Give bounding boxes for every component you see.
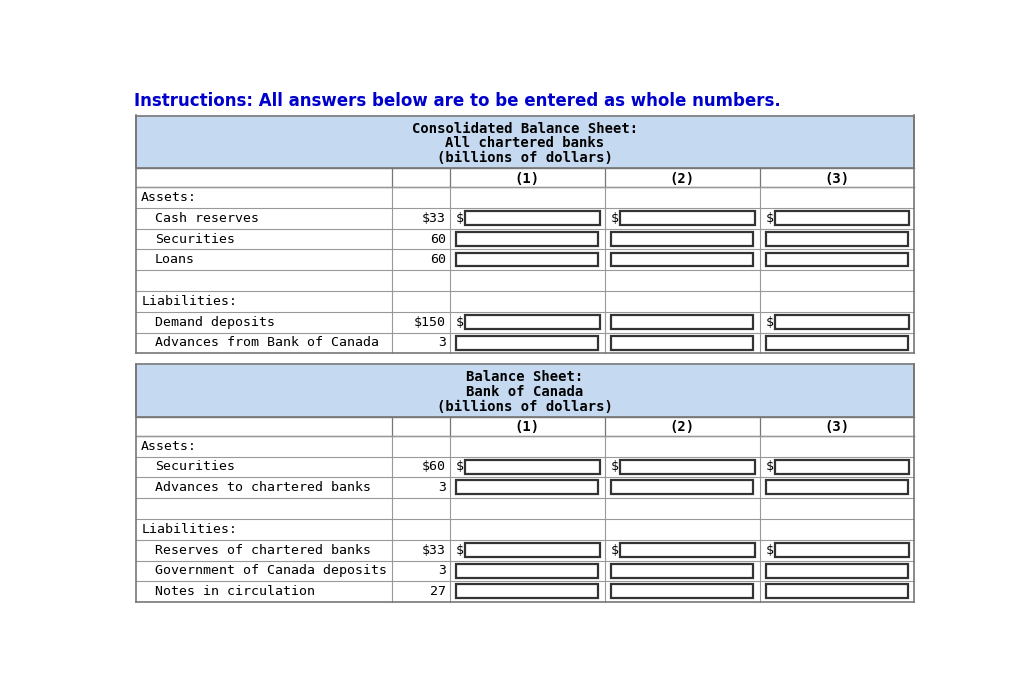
Text: $150: $150 <box>414 316 445 328</box>
Text: Cash reserves: Cash reserves <box>155 212 259 225</box>
Text: Reserves of chartered banks: Reserves of chartered banks <box>155 543 371 556</box>
Text: $: $ <box>766 460 774 473</box>
Text: 60: 60 <box>430 254 445 266</box>
Text: (billions of dollars): (billions of dollars) <box>437 400 612 414</box>
Bar <box>456 584 598 598</box>
Bar <box>465 211 600 225</box>
Bar <box>456 335 598 349</box>
Bar <box>766 335 907 349</box>
Text: Assets:: Assets: <box>141 439 198 453</box>
Bar <box>611 563 754 577</box>
Bar <box>136 457 913 477</box>
Bar <box>456 480 598 494</box>
Bar <box>136 187 913 208</box>
Text: Loans: Loans <box>155 254 196 266</box>
Bar <box>456 563 598 577</box>
Text: (2): (2) <box>670 172 694 186</box>
Text: Balance Sheet:: Balance Sheet: <box>466 370 584 385</box>
Text: Assets:: Assets: <box>141 191 198 204</box>
Bar <box>136 312 913 333</box>
Bar <box>766 563 907 577</box>
Bar <box>611 252 754 266</box>
Bar <box>136 436 913 457</box>
Bar <box>775 211 909 225</box>
Text: (billions of dollars): (billions of dollars) <box>437 151 612 165</box>
Bar <box>465 315 600 328</box>
Text: (3): (3) <box>824 172 849 186</box>
Text: $: $ <box>766 316 774 328</box>
Text: Notes in circulation: Notes in circulation <box>155 585 315 598</box>
Bar <box>766 252 907 266</box>
Text: Securities: Securities <box>155 233 236 245</box>
Text: Government of Canada deposits: Government of Canada deposits <box>155 564 387 577</box>
Text: 3: 3 <box>437 564 445 577</box>
Bar <box>621 211 755 225</box>
Bar <box>611 315 754 328</box>
Text: 3: 3 <box>437 481 445 494</box>
Bar <box>136 270 913 291</box>
Bar <box>611 480 754 494</box>
Text: 27: 27 <box>430 585 445 598</box>
Text: Bank of Canada: Bank of Canada <box>466 385 584 399</box>
Text: Liabilities:: Liabilities: <box>141 523 238 536</box>
Bar <box>766 584 907 598</box>
Text: $33: $33 <box>422 212 445 225</box>
Bar <box>136 477 913 498</box>
Text: (3): (3) <box>824 421 849 435</box>
Bar <box>136 229 913 249</box>
Bar <box>136 208 913 229</box>
Text: Advances from Bank of Canada: Advances from Bank of Canada <box>155 337 379 349</box>
Text: $: $ <box>766 212 774 225</box>
Bar <box>136 291 913 312</box>
Bar <box>136 249 913 270</box>
Bar <box>136 416 913 436</box>
Text: $: $ <box>611 543 618 556</box>
Text: $: $ <box>611 460 618 473</box>
Bar <box>456 252 598 266</box>
Text: Consolidated Balance Sheet:: Consolidated Balance Sheet: <box>412 122 638 136</box>
Text: (2): (2) <box>670 421 694 435</box>
Text: Liabilities:: Liabilities: <box>141 295 238 308</box>
Bar <box>611 584 754 598</box>
Bar <box>136 540 913 561</box>
Bar <box>136 168 913 187</box>
Text: $: $ <box>456 212 464 225</box>
Text: 3: 3 <box>437 337 445 349</box>
Text: $: $ <box>456 543 464 556</box>
Text: 60: 60 <box>430 233 445 245</box>
Text: Securities: Securities <box>155 460 236 473</box>
Text: $60: $60 <box>422 460 445 473</box>
Text: Instructions: All answers below are to be entered as whole numbers.: Instructions: All answers below are to b… <box>134 92 781 110</box>
Bar <box>775 543 909 556</box>
Text: All chartered banks: All chartered banks <box>445 137 604 150</box>
Text: (1): (1) <box>515 172 540 186</box>
Bar <box>465 459 600 473</box>
Bar <box>456 231 598 245</box>
Bar <box>136 365 913 416</box>
Text: Advances to chartered banks: Advances to chartered banks <box>155 481 371 494</box>
Bar <box>136 581 913 602</box>
Text: Demand deposits: Demand deposits <box>155 316 275 328</box>
Bar <box>136 519 913 540</box>
Bar <box>611 231 754 245</box>
Text: $33: $33 <box>422 543 445 556</box>
Bar <box>775 459 909 473</box>
Text: (1): (1) <box>515 421 540 435</box>
Bar <box>775 315 909 328</box>
Bar <box>621 459 755 473</box>
Bar <box>136 498 913 519</box>
Bar <box>766 231 907 245</box>
Text: $: $ <box>611 212 618 225</box>
Bar <box>611 335 754 349</box>
Bar <box>465 543 600 556</box>
Text: $: $ <box>456 316 464 328</box>
Bar <box>136 333 913 353</box>
Bar <box>136 116 913 168</box>
Bar <box>621 543 755 556</box>
Bar <box>136 561 913 581</box>
Text: $: $ <box>766 543 774 556</box>
Bar <box>766 480 907 494</box>
Text: $: $ <box>456 460 464 473</box>
